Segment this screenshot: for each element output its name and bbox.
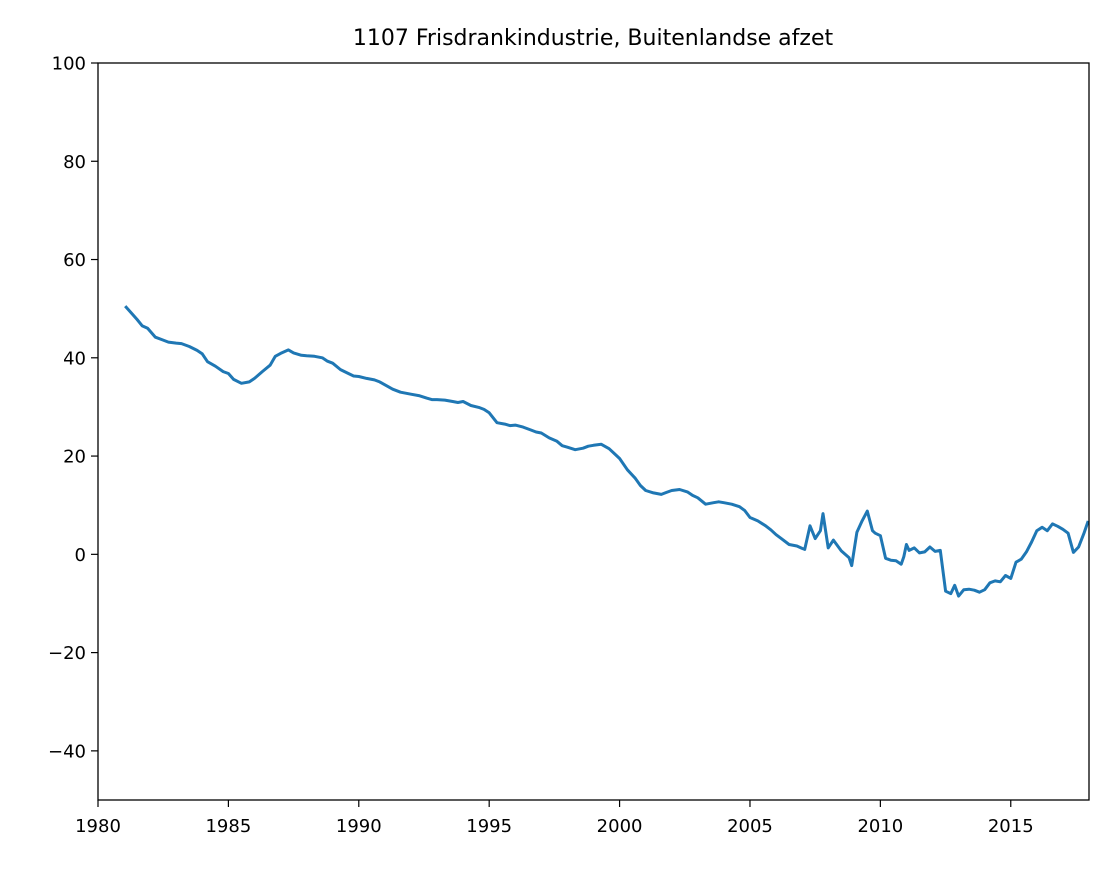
- plot-frame: [97, 62, 1090, 801]
- y-tick-label: 80: [63, 152, 86, 173]
- x-axis: 1980 1985 1990 1995 2000 2005 2010 2015: [75, 800, 1034, 837]
- x-tick-label: 1985: [205, 816, 251, 837]
- y-tick-label: 40: [63, 348, 86, 369]
- x-tick-label: 2005: [727, 816, 773, 837]
- y-tick-label: −20: [48, 643, 86, 664]
- x-tick-label: 1980: [75, 816, 121, 837]
- y-tick-label: 20: [63, 447, 86, 468]
- y-tick-label: 100: [52, 54, 86, 75]
- x-tick-label: 2000: [597, 816, 643, 837]
- y-tick-label: −40: [48, 741, 86, 762]
- x-tick-label: 2010: [857, 816, 903, 837]
- y-axis: 100 80 60 40 20 0 −20 −40: [48, 54, 98, 762]
- series-layer: [124, 305, 1090, 598]
- chart-title: 1107 Frisdrankindustrie, Buitenlandse af…: [353, 26, 834, 51]
- y-tick-label: 60: [63, 250, 86, 271]
- y-tick-label: 0: [75, 545, 86, 566]
- x-tick-label: 1995: [466, 816, 512, 837]
- x-tick-label: 1990: [336, 816, 382, 837]
- x-tick-label: 2015: [988, 816, 1034, 837]
- series-line: [124, 305, 1090, 598]
